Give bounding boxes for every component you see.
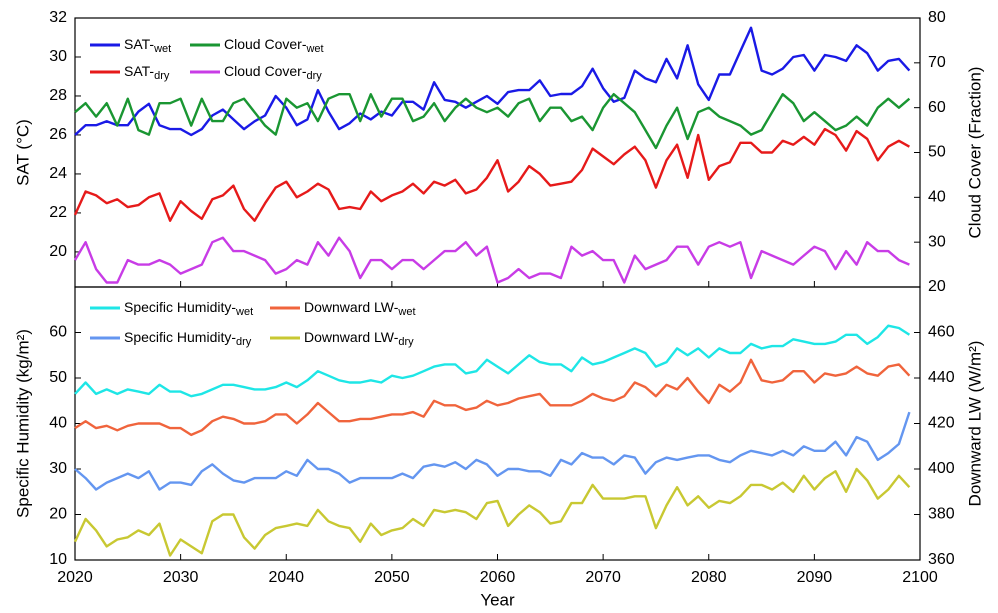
legend-label: Cloud Cover-wet [224,36,324,55]
y-tick-label: 28 [49,87,67,104]
data-line [73,236,910,284]
legend-label: Downward LW-dry [304,329,414,348]
x-tick-label: 2080 [691,569,727,586]
legend-label: Specific Humidity-dry [124,329,252,348]
data-line [74,324,911,398]
data-line [74,358,911,437]
y-tick-label: 50 [49,369,67,386]
y2-tick-label: 400 [928,460,955,477]
y2-tick-label: 70 [928,54,946,71]
data-line [73,467,911,557]
y-tick-label: 30 [49,48,67,65]
y-tick-label: 24 [49,165,67,182]
y-tick-label: 32 [49,9,67,26]
y-tick-label: 26 [49,126,67,143]
data-line [74,93,911,150]
y-axis-label: SAT (°C) [13,119,32,186]
y2-tick-label: 20 [928,278,946,295]
y-axis-label: Specific Humidity (kg/m²) [13,329,32,518]
x-tick-label: 2030 [163,569,199,586]
y2-tick-label: 420 [928,415,955,432]
data-line [73,127,910,222]
y2-tick-label: 40 [928,189,946,206]
y2-tick-label: 60 [928,99,946,116]
y-tick-label: 40 [49,415,67,432]
x-tick-label: 2050 [374,569,410,586]
y-tick-label: 20 [49,243,67,260]
y-tick-label: 22 [49,204,67,221]
y2-tick-label: 360 [928,551,955,568]
x-tick-label: 2090 [797,569,833,586]
y-tick-label: 10 [49,551,67,568]
x-tick-label: 2020 [57,569,93,586]
x-tick-label: 2100 [902,569,938,586]
legend-label: Cloud Cover-dry [224,63,322,82]
y2-tick-label: 30 [928,233,946,250]
y2-tick-label: 80 [928,9,946,26]
data-line [74,26,911,137]
legend-label: Downward LW-wet [304,299,416,318]
legend-label: SAT-dry [124,63,170,82]
y2-axis-label: Cloud Cover (Fraction) [965,67,984,239]
y2-tick-label: 380 [928,506,955,523]
x-axis-label: Year [480,590,515,609]
y2-tick-label: 440 [928,369,955,386]
y-tick-label: 60 [49,324,67,341]
y2-axis-label: Downward LW (W/m²) [965,341,984,507]
y2-tick-label: 50 [928,144,946,161]
legend-label: SAT-wet [124,36,171,55]
x-tick-label: 2040 [268,569,304,586]
x-tick-label: 2060 [480,569,516,586]
y2-tick-label: 460 [928,324,955,341]
y-tick-label: 20 [49,506,67,523]
data-line [74,411,911,491]
legend-label: Specific Humidity-wet [124,299,253,318]
x-tick-label: 2070 [585,569,621,586]
y-tick-label: 30 [49,460,67,477]
